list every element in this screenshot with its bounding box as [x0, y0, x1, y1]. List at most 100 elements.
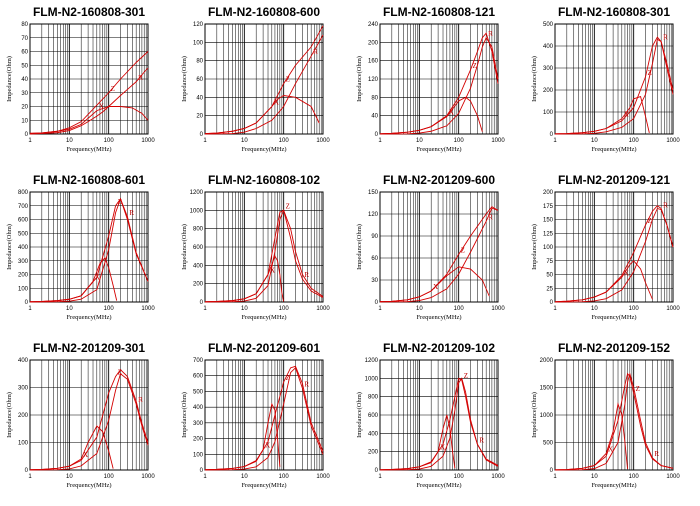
series-x-line	[554, 402, 629, 471]
y-tick-label: 200	[543, 190, 554, 196]
series-label: R	[488, 30, 493, 38]
plot-frame	[29, 359, 149, 471]
y-tick-label: 60	[371, 256, 378, 262]
x-tick-label: 1	[378, 474, 382, 480]
x-tick-label: 1000	[666, 306, 680, 312]
y-tick-label: 125	[543, 231, 554, 237]
y-tick-label: 50	[546, 273, 553, 279]
chart-svg: FLM-N2-201209-121 0 25 50 75 100 125 150 175 200 1…	[531, 173, 680, 321]
x-tick-label: 10	[591, 474, 598, 480]
y-tick-label: 400	[368, 431, 379, 437]
x-tick-label: 100	[454, 138, 465, 144]
series-label: R	[663, 34, 668, 42]
series-x-line	[379, 96, 483, 135]
x-tick-label: 1000	[491, 474, 505, 480]
y-tick-label: 150	[368, 190, 379, 196]
chart-panel: FLM-N2-160808-102 0 200 400 600 800 1000 1200 1 1…	[175, 168, 350, 336]
y-tick-label: 80	[21, 22, 28, 28]
y-tick-label: 160	[368, 59, 379, 65]
y-tick-label: 500	[543, 22, 554, 28]
x-tick-label: 100	[629, 138, 640, 144]
y-tick-label: 700	[193, 358, 204, 364]
x-tick-label: 1000	[141, 306, 155, 312]
x-tick-label: 100	[104, 138, 115, 144]
x-tick-label: 100	[279, 138, 290, 144]
x-axis-label: Frequency(MHz)	[416, 146, 461, 153]
x-axis-label: Frequency(MHz)	[66, 146, 111, 153]
series-x-line	[204, 402, 281, 471]
series-z-line	[204, 209, 324, 303]
x-axis-label: Frequency(MHz)	[241, 482, 286, 489]
plot-frame	[554, 359, 674, 471]
y-axis-label: Impedance(Ohm)	[531, 56, 538, 102]
y-tick-label: 400	[193, 263, 204, 269]
chart-svg: FLM-N2-160808-102 0 200 400 600 800 1000 1200 1 1…	[181, 173, 330, 321]
y-tick-label: 40	[196, 95, 203, 101]
chart-title: FLM-N2-160808-301	[33, 5, 145, 19]
series-r-line	[29, 67, 149, 135]
y-tick-label: 0	[200, 300, 204, 306]
series-z-line	[554, 205, 674, 303]
plot-frame	[29, 23, 149, 135]
series-r-line	[554, 38, 674, 135]
series-z-line	[204, 25, 324, 134]
series-label: X	[270, 267, 275, 275]
y-tick-label: 60	[196, 77, 203, 83]
series-x-line	[554, 96, 650, 135]
y-tick-label: 10	[21, 118, 28, 124]
y-tick-label: 0	[550, 300, 554, 306]
chart-title: FLM-N2-201209-102	[383, 341, 495, 355]
x-axis-label: Frequency(MHz)	[591, 482, 636, 489]
series-label: X	[99, 103, 104, 111]
y-tick-label: 100	[193, 40, 204, 46]
x-tick-label: 10	[66, 138, 73, 144]
y-axis-label: Impedance(Ohm)	[531, 392, 538, 438]
series-label: X	[440, 444, 445, 452]
y-tick-label: 1200	[365, 358, 379, 364]
y-tick-label: 100	[543, 110, 554, 116]
chart-title: FLM-N2-160808-121	[383, 5, 495, 19]
x-tick-label: 10	[241, 306, 248, 312]
y-tick-label: 30	[371, 278, 378, 284]
series-label: X	[274, 99, 279, 107]
chart-svg: FLM-N2-160808-121 0 40 80 120 160 200 240 1 10 100…	[356, 5, 505, 153]
y-tick-label: 0	[375, 132, 379, 138]
x-tick-label: 1	[553, 306, 557, 312]
y-tick-label: 1200	[190, 190, 204, 196]
y-tick-label: 20	[21, 105, 28, 111]
x-tick-label: 10	[416, 138, 423, 144]
x-tick-label: 1000	[316, 306, 330, 312]
y-tick-label: 600	[193, 245, 204, 251]
y-tick-label: 200	[193, 437, 204, 443]
x-tick-label: 100	[104, 474, 115, 480]
chart-svg: FLM-N2-201209-600 0 30 60 90 120 150 1 10 100 1000…	[356, 173, 505, 321]
chart-panel: FLM-N2-201209-301 0 100 200 300 400 1 10 100 1000…	[0, 336, 175, 504]
x-tick-label: 1000	[316, 474, 330, 480]
y-tick-label: 500	[193, 389, 204, 395]
series-x-line	[29, 257, 118, 303]
plot-frame	[204, 191, 324, 303]
y-tick-label: 100	[18, 286, 29, 292]
series-x-line	[204, 95, 320, 134]
chart-panel: FLM-N2-201209-152 0 500 1000 1500 2000 1 10 100 1…	[525, 336, 700, 504]
chart-panel: FLM-N2-201209-600 0 30 60 90 120 150 1 10 100 1000…	[350, 168, 525, 336]
y-axis-label: Impedance(Ohm)	[531, 224, 538, 270]
chart-title: FLM-N2-160808-301	[558, 5, 670, 19]
plot-frame	[554, 23, 674, 135]
y-tick-label: 90	[371, 234, 378, 240]
series-z-line	[379, 206, 499, 303]
series-r-line	[204, 34, 324, 135]
y-tick-label: 0	[550, 468, 554, 474]
y-tick-label: 0	[25, 468, 29, 474]
series-z-line	[29, 368, 149, 471]
y-tick-label: 600	[18, 218, 29, 224]
y-axis-label: Impedance(Ohm)	[181, 224, 188, 270]
y-tick-label: 100	[193, 452, 204, 458]
y-tick-label: 100	[18, 441, 29, 447]
chart-svg: FLM-N2-160808-301 0 10 20 30 40 50 60 70 80 1 10 100…	[6, 5, 155, 153]
y-tick-label: 700	[18, 204, 29, 210]
x-tick-label: 100	[279, 474, 290, 480]
y-tick-label: 1000	[365, 376, 379, 382]
x-axis-label: Frequency(MHz)	[591, 314, 636, 321]
x-axis-label: Frequency(MHz)	[241, 314, 286, 321]
